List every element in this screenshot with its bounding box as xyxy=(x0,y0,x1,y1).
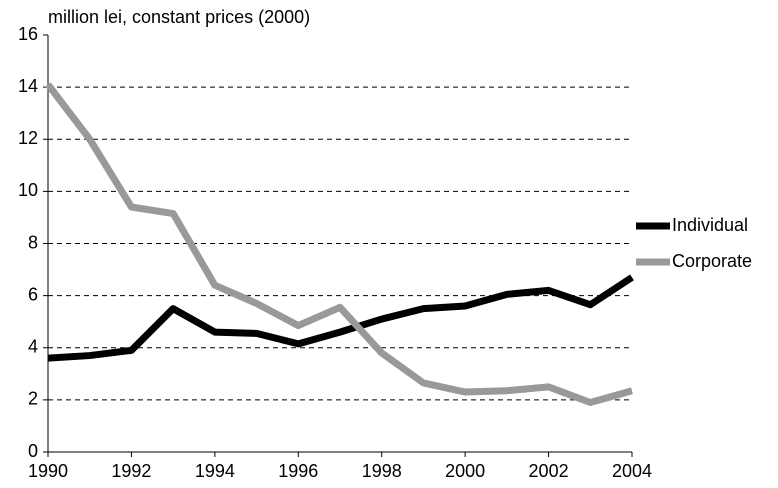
x-tick-label: 1994 xyxy=(195,461,235,481)
y-tick-label: 12 xyxy=(18,128,38,148)
y-tick-label: 0 xyxy=(28,441,38,461)
x-tick-label: 1998 xyxy=(362,461,402,481)
y-tick-label: 8 xyxy=(28,232,38,252)
legend-label: Corporate xyxy=(672,251,752,271)
x-tick-label: 1992 xyxy=(111,461,151,481)
y-tick-label: 2 xyxy=(28,389,38,409)
y-tick-label: 16 xyxy=(18,24,38,44)
x-tick-label: 2000 xyxy=(445,461,485,481)
series-line xyxy=(47,274,634,362)
series-line xyxy=(45,82,633,406)
legend-label: Individual xyxy=(672,215,748,235)
y-tick-label: 14 xyxy=(18,76,38,96)
y-tick-label: 10 xyxy=(18,180,38,200)
y-axis-label: million lei, constant prices (2000) xyxy=(48,7,310,27)
y-tick-label: 4 xyxy=(28,337,38,357)
x-tick-label: 1996 xyxy=(278,461,318,481)
x-tick-label: 2002 xyxy=(529,461,569,481)
y-tick-label: 6 xyxy=(28,284,38,304)
x-tick-label: 2004 xyxy=(612,461,652,481)
x-tick-label: 1990 xyxy=(28,461,68,481)
